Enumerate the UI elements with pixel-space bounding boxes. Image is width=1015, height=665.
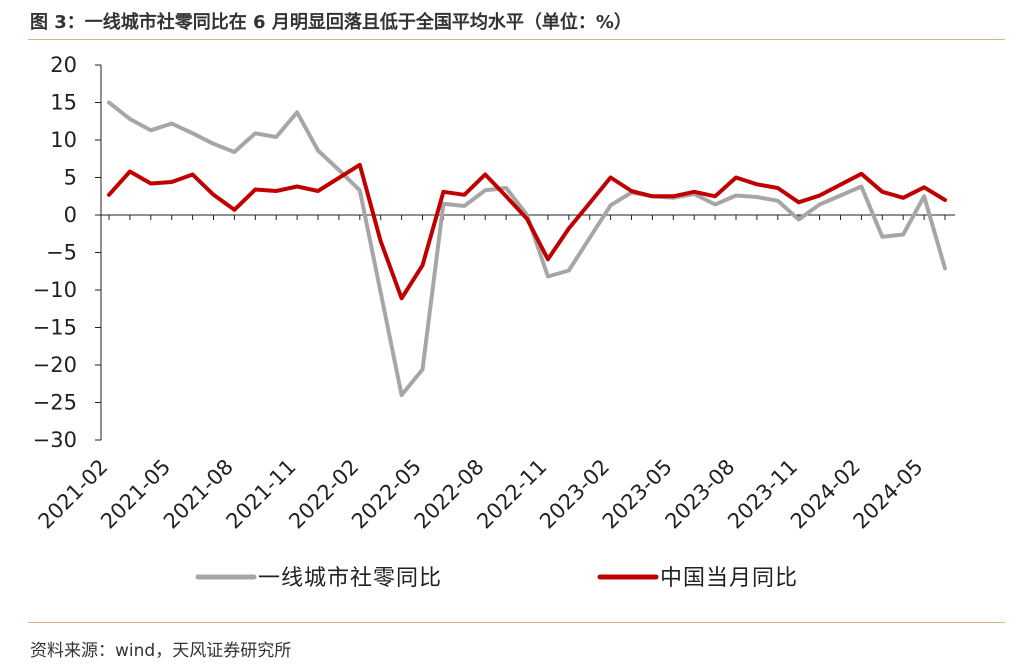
y-tick-label: 10 [50, 128, 77, 152]
y-tick-label: 20 [50, 53, 77, 77]
legend: 一线城市社零同比 中国当月同比 [195, 566, 798, 591]
legend-label-1: 一线城市社零同比 [258, 566, 442, 591]
footer-divider [28, 622, 1005, 623]
x-tick-label: 2024-05 [849, 455, 928, 534]
line-chart: 20151050−5−10−15−20−25−302021-022021-052… [33, 53, 955, 591]
series-lines [107, 100, 947, 397]
legend-label-2: 中国当月同比 [660, 566, 798, 591]
y-tick-label: −20 [33, 353, 77, 377]
chart-title: 图 3：一线城市社零同比在 6 月明显回落且低于全国平均水平（单位：%） [30, 12, 632, 33]
y-tick-label: −15 [33, 316, 77, 340]
y-tick-label: 0 [64, 203, 77, 227]
title-divider [28, 39, 1005, 40]
y-tick-label: −5 [46, 241, 77, 265]
y-tick-label: −25 [33, 391, 77, 415]
source-note: 资料来源：wind，天风证券研究所 [30, 641, 292, 661]
y-tick-label: −30 [33, 428, 77, 452]
y-tick-label: −10 [33, 278, 77, 302]
y-tick-label: 15 [50, 91, 77, 115]
y-tick-label: 5 [64, 166, 77, 190]
series-line-2 [107, 162, 947, 301]
series-line-1 [107, 100, 947, 397]
